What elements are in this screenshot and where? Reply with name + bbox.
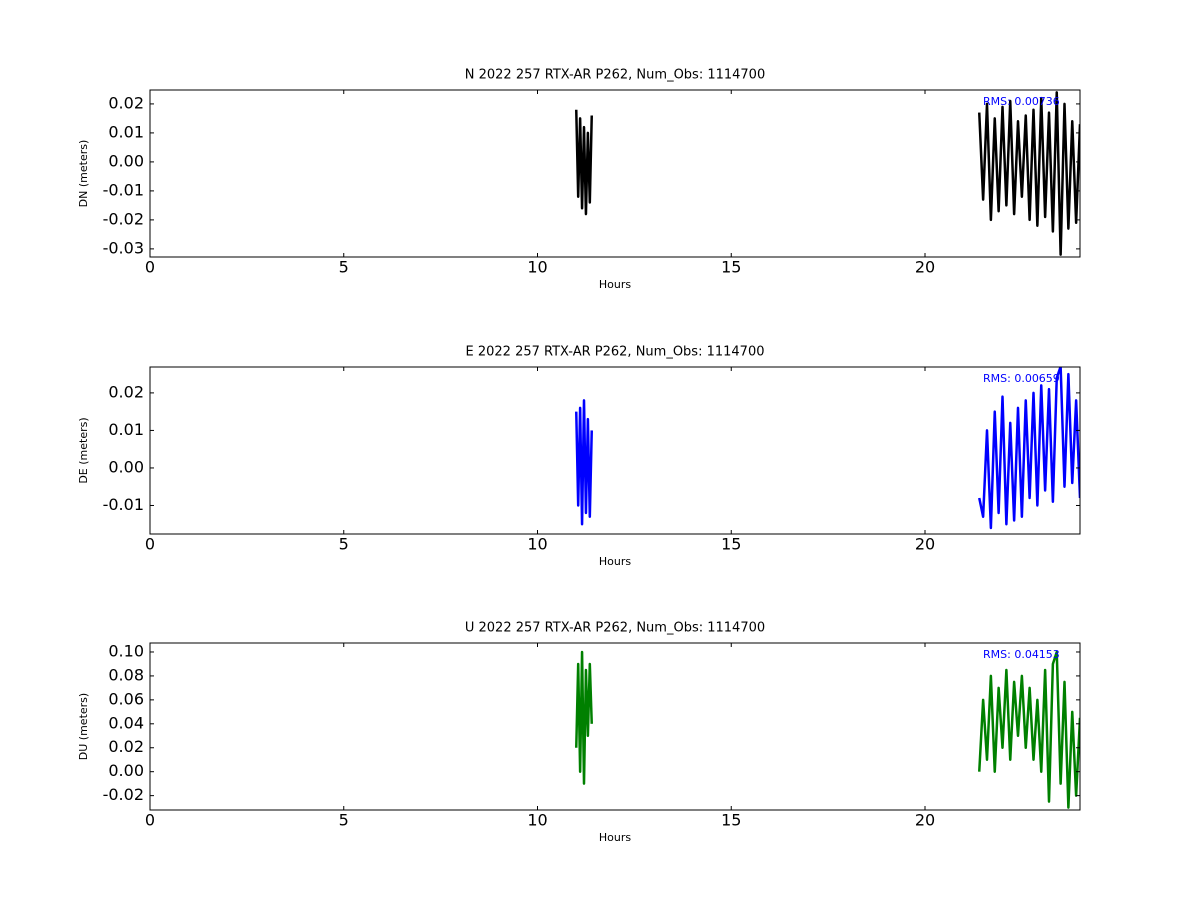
y-tick-label: 0.00 bbox=[108, 151, 144, 170]
y-tick-label: 0.02 bbox=[108, 382, 144, 401]
annotation: RMS: 0.00736 bbox=[983, 95, 1060, 108]
x-tick-label: 0 bbox=[145, 258, 155, 277]
axes-frame bbox=[149, 642, 1081, 811]
chart-title: N 2022 257 RTX-AR P262, Num_Obs: 1114700 bbox=[465, 68, 765, 83]
x-tick-label: 10 bbox=[527, 258, 547, 277]
x-tick-label: 15 bbox=[721, 535, 741, 554]
y-tick-label: 0.00 bbox=[108, 457, 144, 476]
y-tick-label: 0.01 bbox=[108, 122, 144, 141]
chart-title: U 2022 257 RTX-AR P262, Num_Obs: 1114700 bbox=[465, 621, 765, 636]
x-tick-label: 20 bbox=[915, 535, 935, 554]
y-tick-label: 0.01 bbox=[108, 420, 144, 439]
x-tick-label: 10 bbox=[527, 811, 547, 830]
plot-area bbox=[575, 367, 1080, 530]
annotation: RMS: 0.00659 bbox=[983, 372, 1060, 385]
x-tick-label: 0 bbox=[145, 811, 155, 830]
data-line bbox=[575, 91, 1080, 256]
y-axis-label: DE (meters) bbox=[77, 417, 90, 483]
y-tick-label: -0.02 bbox=[103, 785, 144, 804]
y-tick-label: 0.02 bbox=[108, 93, 144, 112]
data-line bbox=[575, 367, 1080, 530]
x-axis-label: Hours bbox=[599, 278, 631, 291]
y-tick-label: 0.02 bbox=[108, 737, 144, 756]
y-tick-label: -0.01 bbox=[103, 495, 144, 514]
x-tick-label: 5 bbox=[339, 811, 349, 830]
x-tick-label: 5 bbox=[339, 258, 349, 277]
x-tick-label: 10 bbox=[527, 535, 547, 554]
y-tick-label: 0.04 bbox=[108, 713, 144, 732]
x-axis-label: Hours bbox=[599, 831, 631, 844]
y-tick-label: 0.10 bbox=[108, 641, 144, 660]
data-line bbox=[575, 650, 1080, 809]
annotation: RMS: 0.04153 bbox=[983, 648, 1060, 661]
y-tick-label: -0.03 bbox=[103, 238, 144, 257]
y-axis-label: DN (meters) bbox=[77, 140, 90, 208]
y-axis-label: DU (meters) bbox=[77, 693, 90, 760]
x-tick-label: 20 bbox=[915, 811, 935, 830]
x-tick-label: 20 bbox=[915, 258, 935, 277]
x-tick-label: 15 bbox=[721, 811, 741, 830]
y-tick-label: 0.06 bbox=[108, 689, 144, 708]
x-tick-label: 0 bbox=[145, 535, 155, 554]
y-tick-label: -0.02 bbox=[103, 209, 144, 228]
y-tick-label: 0.08 bbox=[108, 665, 144, 684]
axes-frame bbox=[149, 366, 1081, 535]
plot-area bbox=[575, 650, 1080, 809]
chart-title: E 2022 257 RTX-AR P262, Num_Obs: 1114700 bbox=[466, 345, 765, 360]
y-tick-label: -0.01 bbox=[103, 180, 144, 199]
x-axis-label: Hours bbox=[599, 555, 631, 568]
y-tick-label: 0.00 bbox=[108, 761, 144, 780]
plot-area bbox=[575, 91, 1080, 256]
x-tick-label: 15 bbox=[721, 258, 741, 277]
x-tick-label: 5 bbox=[339, 535, 349, 554]
axes-frame bbox=[149, 89, 1081, 258]
